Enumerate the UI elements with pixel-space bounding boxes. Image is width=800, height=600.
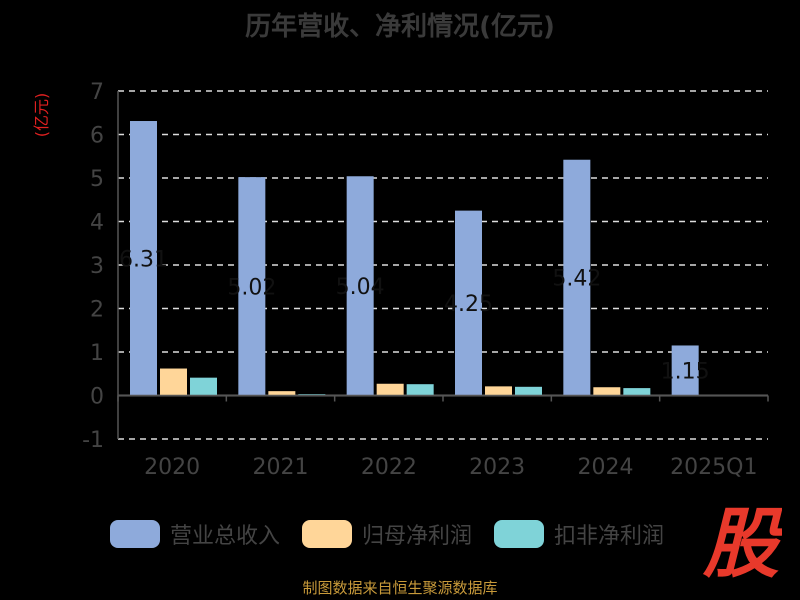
y-tick-label-6: 1 xyxy=(90,341,104,366)
legend-label-deducted-profit: 扣非净利润 xyxy=(554,524,665,549)
x-tick-label-1: 2021 xyxy=(253,455,309,480)
bar-s0-2022 xyxy=(346,176,374,396)
y-tick-label-8: -1 xyxy=(82,428,104,453)
legend-item-deducted-profit[interactable]: 扣非净利润 xyxy=(494,518,664,550)
y-tick-label-1: 6 xyxy=(90,124,104,149)
bar-s1-2024 xyxy=(593,387,621,396)
bar-s0-2021 xyxy=(238,177,266,396)
legend: 营业总收入 归母净利润 扣非净利润 xyxy=(110,518,664,550)
data-label-2024: 5.42 xyxy=(552,267,601,292)
y-tick-label-2: 5 xyxy=(90,167,104,192)
x-tick-label-0: 2020 xyxy=(144,455,200,480)
x-tick-labels: 2020 2021 2022 2023 2024 2025Q1 xyxy=(144,455,757,480)
bar-s0-2023 xyxy=(455,210,482,396)
data-label-2023: 4.25 xyxy=(444,292,493,317)
bar-s1-2022 xyxy=(376,383,404,396)
legend-label-net-profit: 归母净利润 xyxy=(362,524,473,549)
chart-title: 历年营收、净利情况(亿元) xyxy=(245,12,555,42)
x-tick-label-5: 2025Q1 xyxy=(670,455,757,480)
x-tick-label-2: 2022 xyxy=(361,455,417,480)
y-tick-label-4: 3 xyxy=(90,254,104,279)
x-tick-label-3: 2023 xyxy=(469,455,525,480)
legend-swatch-net-profit xyxy=(302,520,353,548)
legend-swatch-deducted-profit xyxy=(494,520,545,548)
data-labels: 6.31 5.02 5.04 4.25 5.42 1.15 xyxy=(119,247,710,384)
data-label-2020: 6.31 xyxy=(119,247,168,272)
legend-item-net-profit[interactable]: 归母净利润 xyxy=(302,518,472,550)
legend-swatch-revenue xyxy=(110,520,160,548)
y-tick-label-5: 2 xyxy=(90,298,104,323)
bar-s1-2020 xyxy=(160,368,187,396)
y-tick-label-3: 4 xyxy=(90,211,104,236)
x-axis xyxy=(117,91,769,439)
bar-s1-2021 xyxy=(268,391,296,396)
bars xyxy=(130,121,699,396)
bar-s2-2020 xyxy=(190,377,217,396)
data-source: 制图数据来自恒生聚源数据库 xyxy=(302,579,498,597)
y-tick-labels: 7 6 5 4 3 2 1 0 -1 xyxy=(82,80,104,453)
data-label-2022: 5.04 xyxy=(336,275,385,300)
bar-s0-2020 xyxy=(130,121,157,396)
logo-glyph: 股 xyxy=(702,500,782,582)
stock-logo-icon: 股 xyxy=(702,500,782,582)
bar-s2-2023 xyxy=(515,386,542,396)
bar-s0-2024 xyxy=(563,159,591,396)
legend-item-revenue[interactable]: 营业总收入 xyxy=(110,518,280,550)
y-tick-label-0: 7 xyxy=(90,80,104,105)
bar-s2-2024 xyxy=(623,388,651,396)
bar-s1-2023 xyxy=(485,386,512,396)
bar-s2-2022 xyxy=(406,384,434,396)
data-label-2025Q1: 1.15 xyxy=(661,359,710,384)
data-label-2021: 5.02 xyxy=(227,275,276,300)
y-tick-label-7: 0 xyxy=(90,385,104,410)
bar-s0-2025Q1 xyxy=(671,345,699,396)
x-tick-label-4: 2024 xyxy=(578,455,634,480)
legend-label-revenue: 营业总收入 xyxy=(170,524,281,549)
